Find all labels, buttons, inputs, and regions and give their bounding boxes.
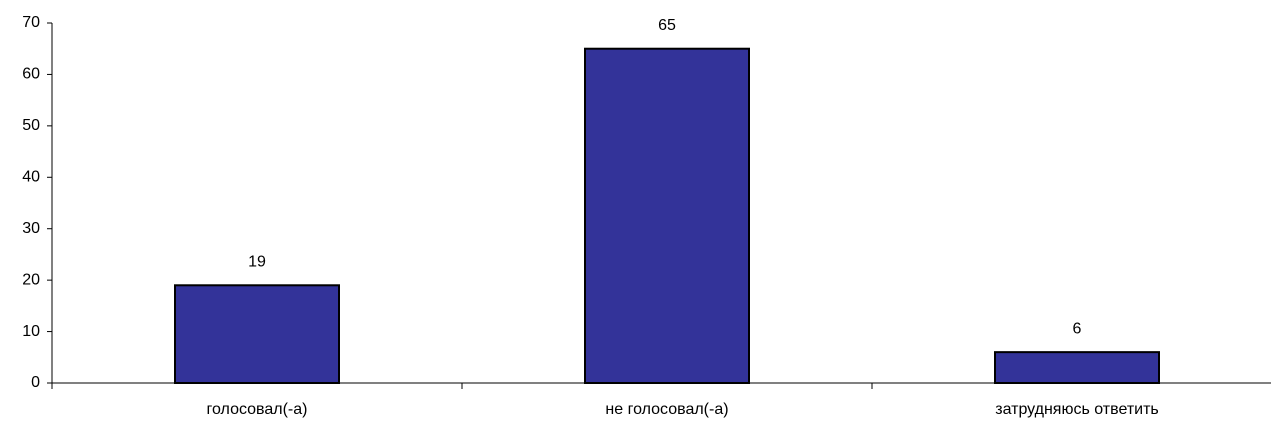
data-label: 6: [1073, 320, 1082, 337]
bar: [584, 47, 750, 384]
x-tick-label: не голосовал(-а): [605, 401, 728, 418]
y-tick-label: 20: [22, 271, 40, 288]
y-tick-label: 10: [22, 323, 40, 340]
y-tick-label: 40: [22, 169, 40, 186]
x-tick-label: затрудняюсь ответить: [995, 401, 1159, 418]
bar: [174, 284, 340, 384]
y-tick-label: 60: [22, 66, 40, 83]
data-label: 65: [658, 17, 676, 34]
x-tick-label: голосовал(-а): [207, 401, 308, 418]
y-tick-label: 30: [22, 220, 40, 237]
bar: [994, 351, 1160, 384]
y-tick-label: 70: [22, 14, 40, 31]
y-tick-label: 50: [22, 117, 40, 134]
data-label: 19: [248, 254, 266, 271]
y-tick-label: 0: [31, 374, 40, 391]
